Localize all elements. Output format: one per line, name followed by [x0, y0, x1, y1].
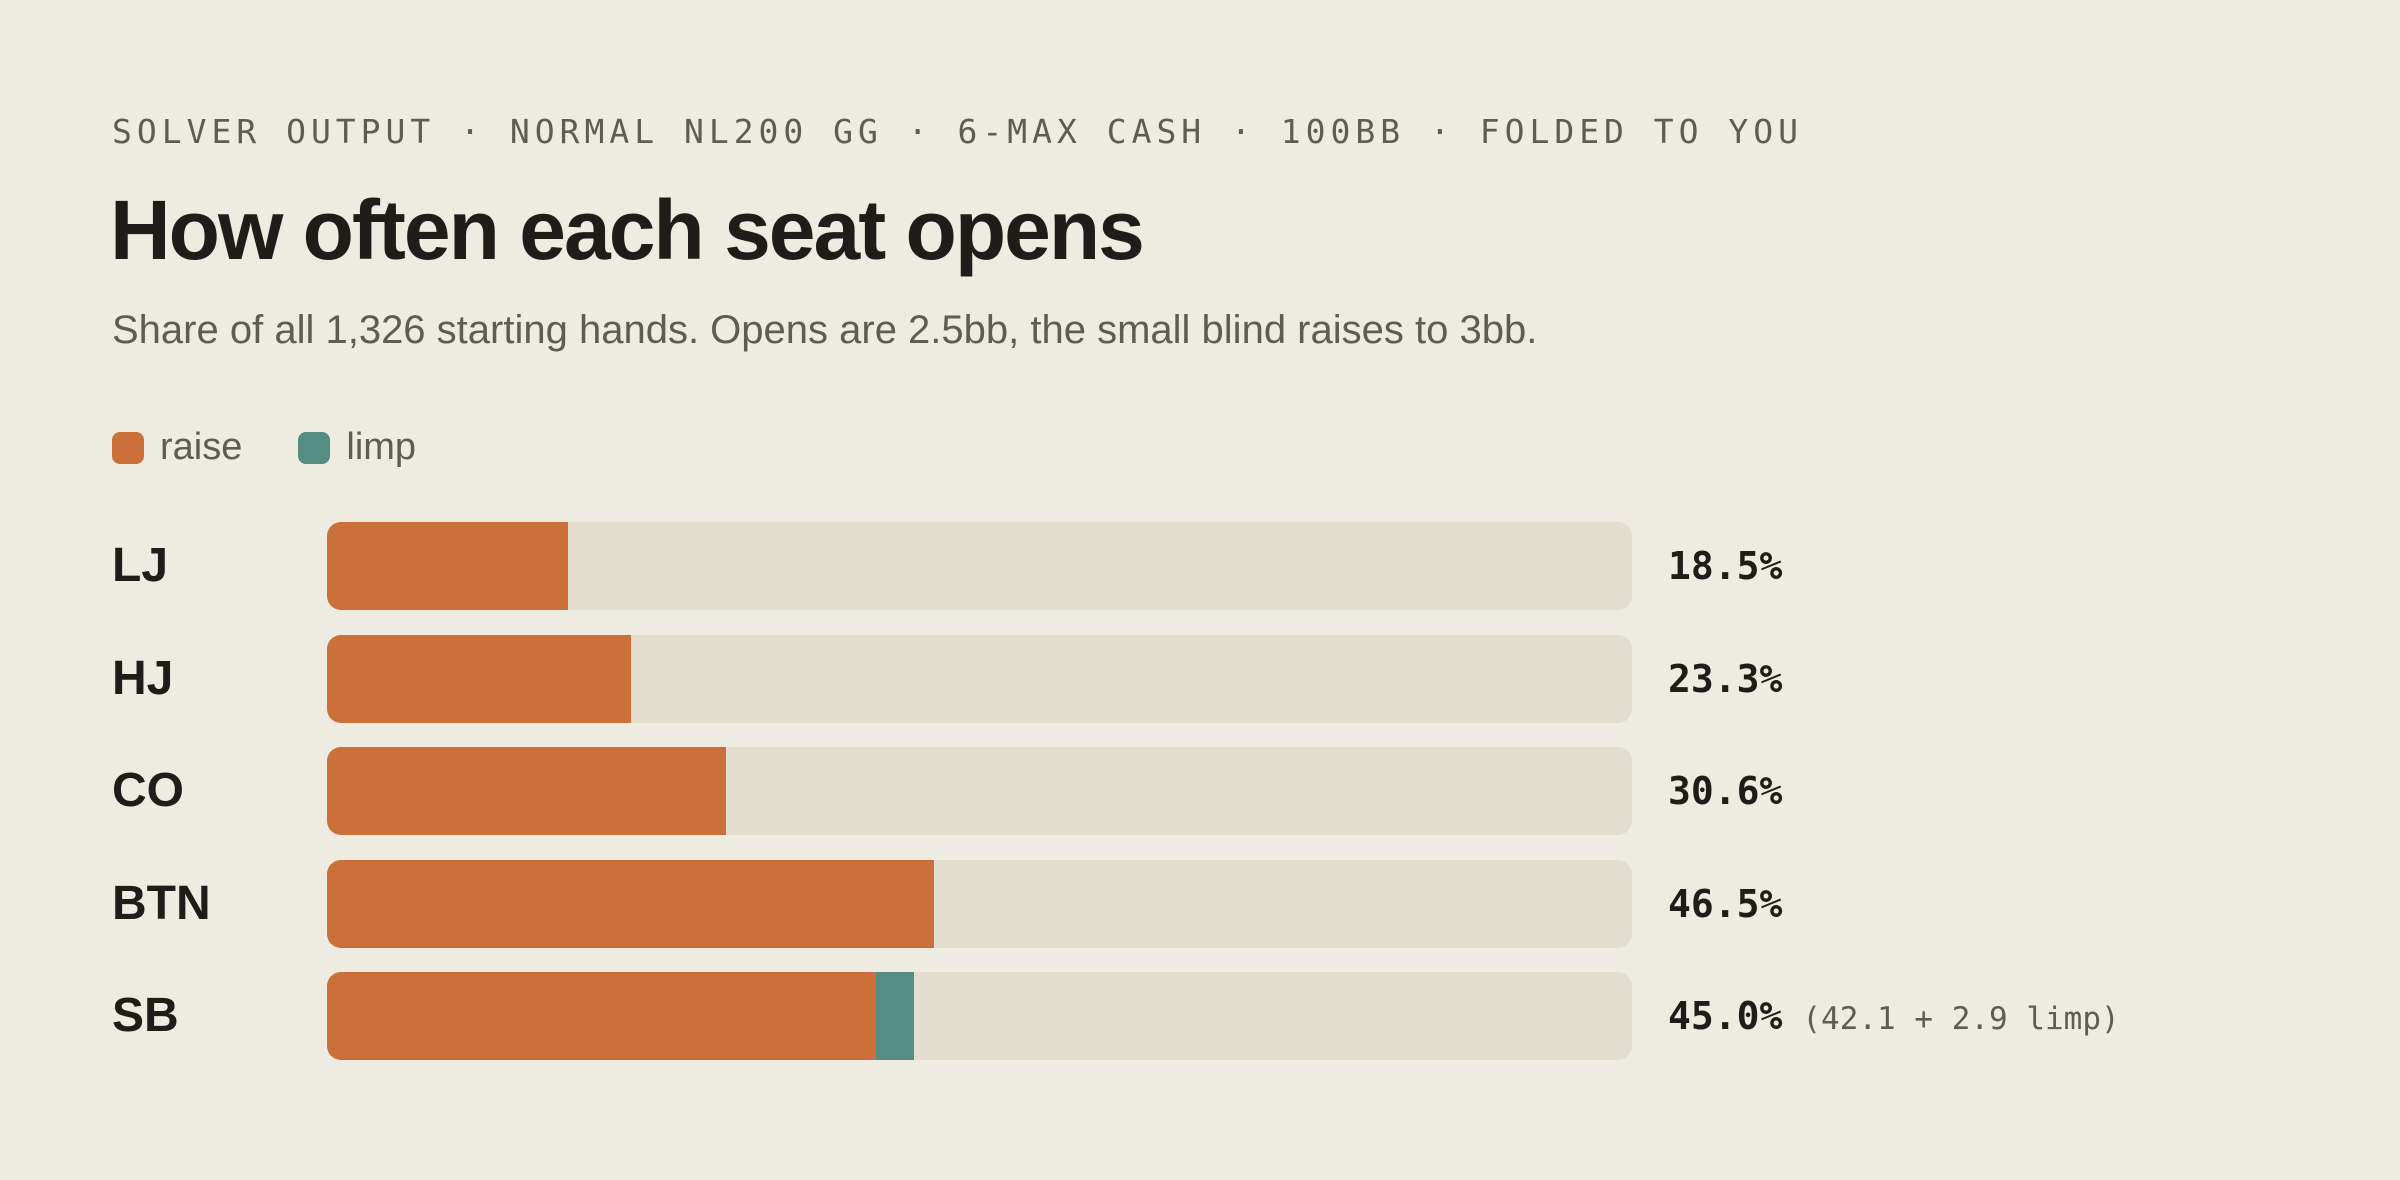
bar-track [327, 634, 1632, 723]
bar-segment-raise [327, 972, 877, 1060]
legend-label-limp: limp [346, 426, 417, 468]
legend-item-limp: limp [298, 426, 416, 469]
bar-segment-raise [327, 522, 569, 610]
chart-row: SB 45.0% (42.1 + 2.9 limp) [0, 972, 2400, 1060]
chart-row: CO 30.6% [0, 747, 2400, 835]
legend-swatch-limp [298, 431, 331, 464]
seat-label: BTN [112, 876, 211, 930]
bar-segment-raise [327, 634, 632, 723]
seat-label: SB [112, 989, 179, 1042]
legend-swatch-raise [112, 431, 144, 464]
value-label-group: 45.0% (42.1 + 2.9 limp) [1668, 972, 2120, 1060]
chart-row: HJ 23.3% [0, 634, 2400, 723]
bar-track [327, 522, 1632, 610]
chart-row: BTN 46.5% [0, 859, 2400, 948]
value-label: 45.0% [1668, 994, 1783, 1038]
bar-track [327, 972, 1632, 1060]
chart-title: How often each seat opens [110, 183, 1145, 277]
chart-row: LJ 18.5% [0, 522, 2400, 610]
seat-label: LJ [112, 539, 169, 592]
chart-eyebrow: SOLVER OUTPUT · NORMAL NL200 GG · 6-MAX … [112, 112, 1804, 151]
legend-label-raise: raise [160, 426, 243, 468]
value-label-group: 23.3% [1668, 635, 1782, 723]
value-label: 46.5% [1668, 881, 1783, 926]
value-note: (42.1 + 2.9 limp) [1802, 1001, 2120, 1037]
bar-segment-limp [876, 972, 915, 1060]
chart-subtitle: Share of all 1,326 starting hands. Opens… [112, 308, 1538, 352]
bar-track [327, 859, 1632, 948]
value-label: 18.5% [1668, 544, 1783, 588]
bar-segment-raise [327, 747, 727, 835]
value-label: 23.3% [1668, 656, 1783, 701]
value-label-group: 46.5% [1668, 860, 1782, 948]
value-label: 30.6% [1668, 769, 1783, 813]
legend-item-raise: raise [112, 426, 242, 469]
bar-track [327, 747, 1632, 835]
legend: raise limp [112, 426, 472, 469]
bar-segment-raise [327, 859, 934, 948]
value-label-group: 18.5% [1668, 522, 1782, 610]
seat-label: CO [112, 764, 184, 817]
value-label-group: 30.6% [1668, 747, 1782, 835]
seat-label: HJ [112, 651, 174, 705]
